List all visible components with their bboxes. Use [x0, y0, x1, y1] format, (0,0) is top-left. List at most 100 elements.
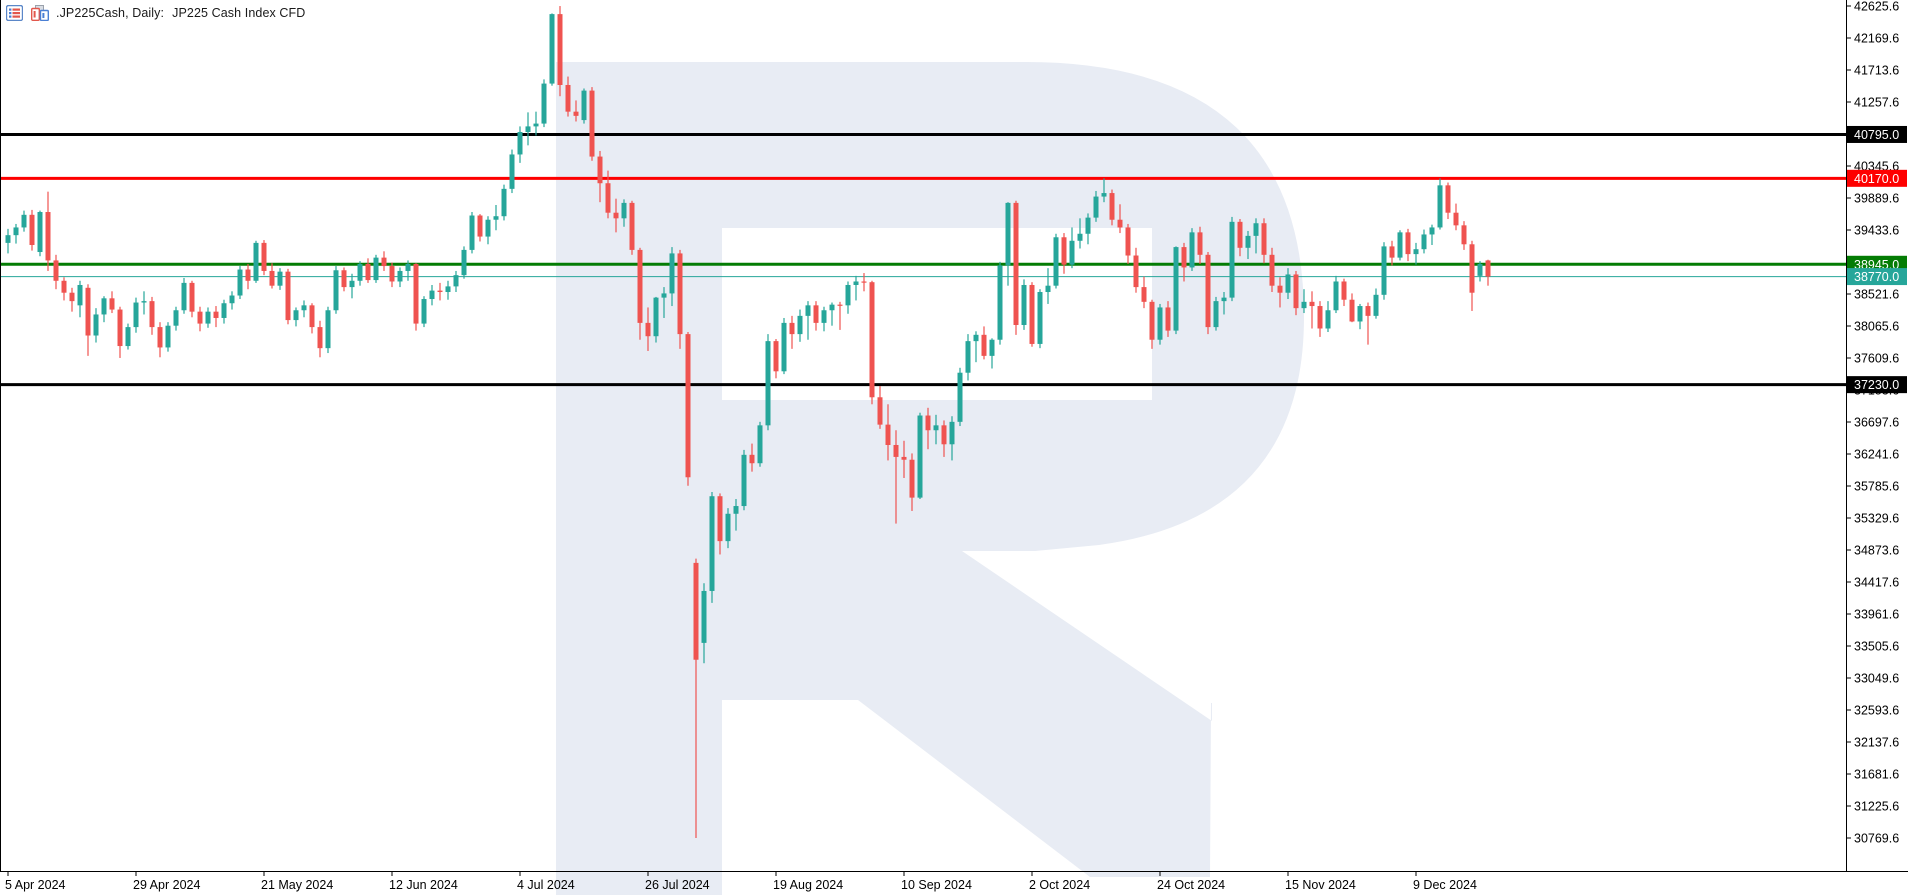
date-tick-label: 12 Jun 2024: [389, 878, 458, 892]
candle-body: [421, 299, 427, 324]
candle: [5, 228, 11, 254]
candle: [701, 583, 707, 664]
candle: [1173, 246, 1179, 335]
candle: [61, 277, 67, 301]
candle-body: [173, 310, 179, 326]
candle: [1205, 252, 1211, 335]
candle-body: [573, 111, 579, 116]
candle-body: [1117, 219, 1123, 228]
candle-body: [189, 282, 195, 312]
candle: [397, 267, 403, 288]
candle: [853, 275, 859, 301]
candle-body: [533, 123, 539, 127]
candle: [669, 247, 675, 307]
candle: [1133, 247, 1139, 293]
candle-body: [309, 305, 315, 328]
candle: [1469, 240, 1475, 311]
candle-body: [301, 305, 307, 311]
candle: [1197, 226, 1203, 264]
candle: [93, 308, 99, 343]
level-badge-bg: [1847, 169, 1907, 187]
candle-body: [517, 132, 523, 155]
candle: [1269, 247, 1275, 293]
candle-body: [989, 339, 995, 356]
candle-body: [1277, 285, 1283, 293]
candle: [197, 306, 203, 332]
candle: [189, 280, 195, 318]
candle: [253, 240, 259, 283]
candle: [213, 306, 219, 328]
candle: [1341, 278, 1347, 307]
candle: [1125, 223, 1131, 264]
price-tick-label: 39889.6: [1854, 192, 1899, 206]
candle-body: [397, 270, 403, 282]
candle: [741, 449, 747, 511]
candle-body: [1445, 185, 1451, 213]
candle-body: [581, 90, 587, 121]
candle: [1229, 216, 1235, 302]
candle: [509, 149, 515, 194]
candle: [221, 299, 227, 324]
candle: [421, 296, 427, 328]
candle: [1149, 299, 1155, 349]
candle-body: [821, 310, 827, 323]
candle-body: [1157, 307, 1163, 340]
price-tick-label: 33505.6: [1854, 640, 1899, 654]
candle: [141, 291, 147, 315]
candle: [557, 6, 563, 97]
candle-body: [1365, 306, 1371, 316]
time-scale-labels[interactable]: 5 Apr 2024 29 Apr 2024 21 May 2024 12 Jun 2…: [5, 871, 1477, 892]
candle-body: [405, 263, 411, 271]
candle: [133, 297, 139, 333]
candle: [1333, 275, 1339, 314]
level-badge-label: 40170.0: [1854, 172, 1899, 186]
candle-body: [877, 397, 883, 425]
level-price-badge: 40795.0: [1847, 125, 1907, 143]
candle-body: [157, 327, 163, 348]
candle: [1349, 293, 1355, 323]
candle: [493, 204, 499, 231]
candle-body: [1061, 237, 1067, 265]
candle-body: [197, 311, 203, 324]
candle: [69, 287, 75, 312]
candle-body: [885, 424, 891, 445]
candle-body: [149, 301, 155, 328]
candle-body: [893, 444, 899, 457]
candle-body: [1053, 237, 1059, 286]
candle: [53, 254, 59, 290]
candle-body: [1165, 307, 1171, 331]
candle-body: [1141, 287, 1147, 302]
candle: [653, 296, 659, 343]
candle-body: [1461, 225, 1467, 245]
candle: [389, 262, 395, 288]
level-lines-layer: [0, 132, 1846, 387]
candle: [309, 303, 315, 334]
candle-body: [1109, 193, 1115, 220]
candle-body: [1325, 310, 1331, 329]
candle-body: [1229, 221, 1235, 298]
level-price-badge: 38770.0: [1847, 268, 1907, 286]
candle-body: [749, 454, 755, 464]
candle-body: [1197, 232, 1203, 255]
candle-body: [941, 425, 947, 445]
candle: [77, 280, 83, 318]
candle-body: [341, 270, 347, 288]
candle: [1413, 242, 1419, 265]
candle-body: [117, 309, 123, 347]
candle-body: [37, 212, 43, 253]
candle: [365, 258, 371, 283]
candle-body: [69, 292, 75, 302]
candle-body: [933, 425, 939, 431]
candle-body: [1317, 306, 1323, 329]
candle-body: [557, 14, 563, 85]
candle: [1213, 296, 1219, 331]
candle: [629, 200, 635, 255]
candle-body: [1397, 232, 1403, 258]
candle-body: [509, 154, 515, 189]
price-scale-labels[interactable]: 42625.642169.641713.641257.640345.639889…: [1846, 0, 1899, 846]
candle-body: [373, 257, 379, 281]
candle: [1109, 189, 1115, 226]
date-tick-label: 21 May 2024: [261, 878, 333, 892]
candle: [637, 247, 643, 340]
